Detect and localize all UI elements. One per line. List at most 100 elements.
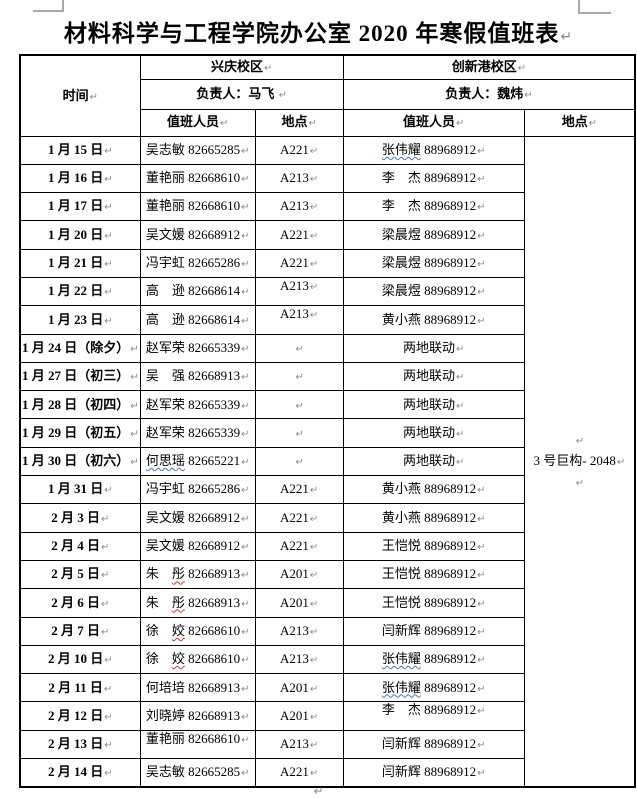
cell-mark: ↵ xyxy=(295,372,304,384)
date-text: 1 月 24 日（除夕） xyxy=(22,339,130,355)
cell-mark: ↵ xyxy=(295,457,304,469)
location-text: A221 xyxy=(280,255,309,271)
staff-phone: 88968912 xyxy=(420,509,477,525)
cell-xingqing-staff: 吴文媛 82668912↵ xyxy=(139,220,256,250)
staff-name: 吴文媛 xyxy=(145,226,185,242)
cell-chuangxingang-staff: 王恺悦 88968912↵ xyxy=(342,588,525,618)
cell-date: 1 月 28 日（初四）↵ xyxy=(19,390,141,420)
date-text: 1 月 21 日 xyxy=(48,255,104,271)
cell-chuangxingang-staff: 两地联动↵ xyxy=(342,333,525,363)
cell-xingqing-staff: 吴志敏 82665285↵ xyxy=(139,758,256,788)
staff-name: 两地联动 xyxy=(402,396,455,412)
cell-mark: ↵ xyxy=(477,655,486,667)
cell-mark: ↵ xyxy=(241,145,250,157)
cell-mark: ↵ xyxy=(101,626,110,638)
staff-phone: 82668913 xyxy=(184,679,241,695)
cell-mark: ↵ xyxy=(241,513,250,525)
cell-mark: ↵ xyxy=(309,174,319,186)
cell-mark: ↵ xyxy=(309,598,319,610)
location-note-line: ↵ xyxy=(526,430,634,451)
cell-date: 2 月 3 日↵ xyxy=(19,503,141,533)
cell-xingqing-location: A201↵ xyxy=(254,559,344,590)
cell-mark: ↵ xyxy=(477,570,486,582)
cell-xingqing-location: A221↵ xyxy=(254,503,344,533)
cell-mark: ↵ xyxy=(130,400,139,412)
location-text: A213 xyxy=(280,170,309,186)
cell-mark: ↵ xyxy=(101,570,110,582)
cell-mark: ↵ xyxy=(309,683,319,695)
cell-xingqing-location: A201↵ xyxy=(254,673,344,703)
cell-mark: ↵ xyxy=(575,477,585,489)
cell-mark: ↵ xyxy=(295,428,304,440)
staff-name: 李 杰 xyxy=(381,170,421,186)
staff-phone: 82668913 xyxy=(184,594,241,610)
cell-mark: ↵ xyxy=(309,513,319,525)
header-cx-location: 地点↵ xyxy=(523,108,636,137)
cell-mark: ↵ xyxy=(309,740,319,752)
duty-row: 2 月 13 日↵ 董艳丽 82668610↵ A213↵ 闫新辉 88968912↵ xyxy=(19,729,635,760)
staff-name-spellcheck: 何思瑶 xyxy=(145,453,185,469)
staff-phone: 88968912 xyxy=(420,566,477,582)
header-cx-staff: 值班人员↵ xyxy=(342,108,525,137)
cell-mark: ↵ xyxy=(455,400,465,412)
date-text: 2 月 14 日 xyxy=(48,764,104,780)
cell-date: 2 月 6 日↵ xyxy=(19,588,141,618)
paragraph-mark: ↵ xyxy=(560,29,574,45)
duty-row: 1 月 16 日↵ 董艳丽 82668610↵ A213↵ 李 杰 88968912↵ xyxy=(19,163,635,194)
duty-row: 1 月 24 日（除夕）↵ 赵军荣 82665339↵ ↵ 两地联动↵ xyxy=(19,333,635,363)
staff-name: 高 逊 xyxy=(145,283,185,299)
cell-xingqing-staff: 赵军荣 82665339↵ xyxy=(139,390,256,420)
cell-xingqing-location: ↵ xyxy=(254,390,344,420)
staff-phone: 82665339 xyxy=(184,396,241,412)
staff-phone: 88968912 xyxy=(420,622,477,638)
date-text: 1 月 16 日 xyxy=(48,170,104,186)
cell-date: 2 月 11 日↵ xyxy=(19,673,141,703)
staff-name-spellcheck: 姣 xyxy=(171,622,185,638)
location-text: A213 xyxy=(280,277,309,293)
staff-name: 冯宇虹 xyxy=(145,255,185,271)
staff-phone: 88968912 xyxy=(420,311,477,327)
cell-mark: ↵ xyxy=(295,343,304,355)
duty-row: 2 月 11 日↵ 何培培 82668913↵ A201↵ 张伟耀 88968912↵ xyxy=(19,673,635,703)
date-text: 2 月 7 日 xyxy=(51,622,101,638)
cell-mark: ↵ xyxy=(477,202,486,214)
page-title-text: 材料科学与工程学院办公室 2020 年寒假值班表 xyxy=(63,21,560,46)
location-text: A213 xyxy=(280,306,309,322)
cell-chuangxingang-staff: 张伟耀 88968912↵ xyxy=(342,135,525,165)
cell-mark: ↵ xyxy=(104,259,113,271)
location-text: A213 xyxy=(280,622,309,638)
staff-phone: 88968912 xyxy=(420,255,477,271)
staff-name: 两地联动 xyxy=(402,424,455,440)
cell-xingqing-location: ↵ xyxy=(254,361,344,392)
cell-xingqing-staff: 徐 姣 82668610↵ xyxy=(139,616,256,646)
cell-mark: ↵ xyxy=(130,343,139,355)
staff-name: 赵军荣 xyxy=(145,396,185,412)
cell-chuangxingang-staff: 梁晨煜 88968912↵ xyxy=(342,276,525,307)
cell-mark: ↵ xyxy=(241,542,250,554)
cell-mark: ↵ xyxy=(455,372,465,384)
staff-name: 王恺悦 xyxy=(381,538,421,554)
cell-mark: ↵ xyxy=(241,655,250,667)
location-text: A221 xyxy=(280,226,309,242)
staff-phone: 88968912 xyxy=(420,679,477,695)
staff-name: 李 杰 xyxy=(381,702,421,718)
staff-name: 闫新辉 xyxy=(381,764,421,780)
staff-phone: 82665285 xyxy=(184,141,241,157)
staff-phone: 88968912 xyxy=(420,170,477,186)
cell-xingqing-staff: 董艳丽 82668610↵ xyxy=(139,192,256,222)
cell-mark: ↵ xyxy=(241,230,250,242)
location-text: A221 xyxy=(280,141,309,157)
cell-xingqing-location: A221↵ xyxy=(254,248,344,278)
cell-mark: ↵ xyxy=(477,706,486,718)
cell-xingqing-location: A213↵ xyxy=(254,644,344,675)
staff-phone: 88968912 xyxy=(420,702,477,718)
cell-xingqing-location: ↵ xyxy=(254,446,344,477)
date-text: 2 月 3 日 xyxy=(51,509,101,525)
staff-name-spellcheck: 彤 xyxy=(171,594,185,610)
cell-mark: ↵ xyxy=(477,230,486,242)
staff-name: 董艳丽 xyxy=(145,198,185,214)
date-text: 1 月 28 日（初四） xyxy=(22,396,130,412)
duty-row: 2 月 14 日↵ 吴志敏 82665285↵ A221↵ 闫新辉 88968912↵ xyxy=(19,758,635,788)
staff-name: 闫新辉 xyxy=(381,736,421,752)
